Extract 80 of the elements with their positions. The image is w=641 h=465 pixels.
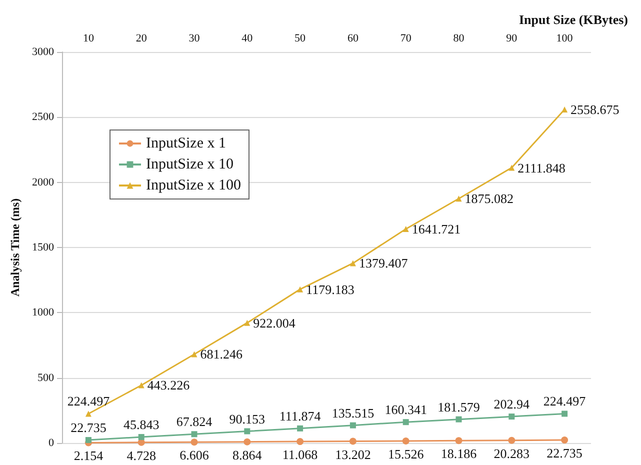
point <box>85 437 92 444</box>
y-tick-label: 3000 <box>32 46 54 58</box>
point <box>508 164 515 171</box>
data-label: 1379.407 <box>358 256 408 271</box>
data-label: 6.606 <box>180 448 210 463</box>
data-label: 20.283 <box>494 446 530 461</box>
data-label: 1179.183 <box>306 282 354 297</box>
data-label: 224.497 <box>67 394 110 409</box>
point <box>562 410 568 417</box>
data-label: 4.728 <box>126 448 156 463</box>
data-label: 22.735 <box>70 420 106 436</box>
data-label: 1875.082 <box>464 191 514 206</box>
point <box>296 438 304 446</box>
point <box>456 196 462 202</box>
y-tick-label: 2000 <box>32 176 54 188</box>
point <box>191 351 198 358</box>
x-axis-title: Input Size (KBytes) <box>518 12 628 27</box>
x-tick-label: 60 <box>347 32 359 44</box>
y-tick-label: 1500 <box>32 242 54 254</box>
data-label: 681.246 <box>200 346 243 362</box>
data-label: 160.341 <box>384 402 427 418</box>
data-label: 13.202 <box>335 446 371 462</box>
data-label: 1641.721 <box>412 222 461 237</box>
data-label: 15.526 <box>388 446 424 462</box>
point <box>138 382 144 388</box>
point <box>402 419 409 426</box>
y-tick-label: 0 <box>48 437 54 449</box>
point <box>244 320 250 326</box>
data-label: 18.186 <box>440 446 478 462</box>
point <box>508 414 515 420</box>
x-tick-label: 70 <box>400 32 412 44</box>
legend-label: InputSize x 10 <box>146 156 234 172</box>
x-tick-label: 80 <box>453 32 465 44</box>
point <box>455 437 462 444</box>
data-label: 67.824 <box>176 414 213 430</box>
legend-label: InputSize x 1 <box>146 136 226 152</box>
data-label: 22.735 <box>546 446 582 461</box>
point <box>297 425 304 432</box>
data-label: 2.154 <box>74 448 104 464</box>
point <box>244 438 251 446</box>
data-label: 224.497 <box>543 394 586 409</box>
data-label: 11.068 <box>282 447 318 462</box>
point <box>190 438 198 446</box>
point <box>350 260 356 266</box>
x-tick-label: 90 <box>506 32 518 44</box>
point <box>138 434 144 440</box>
point <box>350 422 356 428</box>
data-label: 202.94 <box>494 396 530 412</box>
x-tick-label: 20 <box>136 32 148 44</box>
point <box>85 410 92 417</box>
point <box>508 436 516 444</box>
data-label: 90.153 <box>229 411 266 426</box>
point <box>562 106 568 113</box>
data-label: 443.226 <box>147 378 190 393</box>
point <box>402 437 410 444</box>
data-label: 135.515 <box>332 405 374 420</box>
legend-label: InputSize x 100 <box>146 178 241 194</box>
data-label: 111.874 <box>279 408 322 424</box>
data-label: 2111.848 <box>518 160 566 176</box>
point <box>297 286 304 292</box>
point <box>456 416 462 422</box>
data-label: 922.004 <box>253 315 296 330</box>
point <box>191 431 198 438</box>
x-tick-label: 40 <box>242 32 254 44</box>
point <box>244 428 250 434</box>
point <box>349 438 356 445</box>
x-tick-label: 100 <box>556 32 574 44</box>
x-tick-label: 10 <box>82 32 94 44</box>
data-label: 2558.675 <box>570 102 620 118</box>
y-axis-title: Analysis Time (ms) <box>8 198 22 297</box>
data-label: 181.579 <box>438 399 480 414</box>
data-label: 8.864 <box>232 447 262 462</box>
y-tick-label: 1000 <box>32 306 54 319</box>
x-tick-label: 50 <box>294 32 306 44</box>
y-tick-label: 2500 <box>32 111 54 124</box>
x-tick-label: 30 <box>188 32 200 44</box>
point <box>402 226 409 232</box>
data-label: 45.843 <box>123 417 160 432</box>
point <box>561 436 568 444</box>
y-tick-label: 500 <box>38 372 54 384</box>
